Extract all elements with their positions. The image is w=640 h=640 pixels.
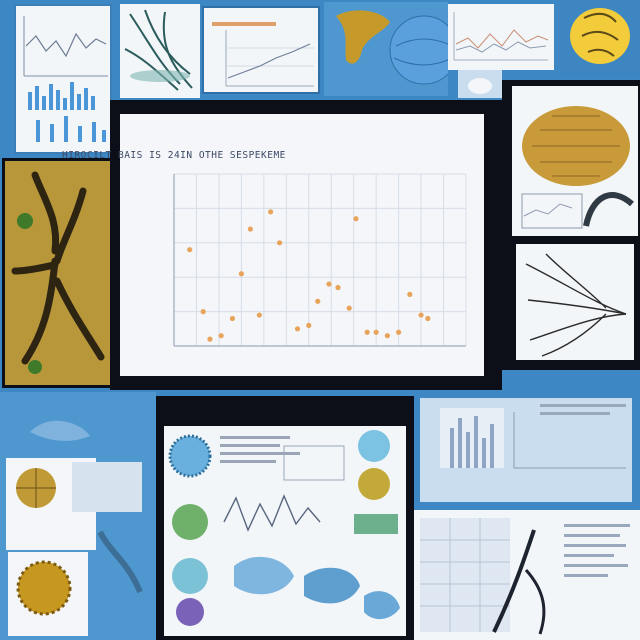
- bottom-right-chart-graphic: [440, 404, 626, 469]
- data-point: [238, 271, 244, 277]
- main-chart-frame: [110, 100, 502, 390]
- small-shell-graphic: [468, 78, 492, 94]
- data-point: [384, 333, 390, 339]
- data-point: [315, 298, 321, 304]
- thumb-strip-light: [458, 70, 502, 98]
- data-point: [407, 291, 413, 297]
- root-photo-graphic: [5, 161, 111, 385]
- data-point: [200, 309, 206, 315]
- bottom-right-document: [414, 510, 640, 640]
- bottom-mid-graphic: [168, 430, 400, 626]
- data-point: [218, 333, 224, 339]
- data-point: [207, 336, 213, 342]
- data-point: [353, 216, 359, 222]
- main-chart-title: HIROCILT BAIS IS 24IN OTHE SESPEKEME: [62, 150, 286, 161]
- thumb-line-chart-2-graphic: [212, 22, 314, 87]
- thumb-branch-drawing: [516, 244, 634, 360]
- main-scatter-chart: [173, 173, 467, 347]
- yellow-sketch-graphic: [570, 8, 630, 64]
- data-point: [425, 315, 431, 322]
- thumb-specimen-gold: [324, 2, 448, 96]
- thumb-seed-pod: [512, 86, 638, 236]
- thumb-line-chart-1-graphic: [23, 16, 108, 142]
- root-drawing-graphic: [124, 9, 193, 91]
- data-point: [306, 322, 312, 328]
- seed-pod-graphic: [521, 106, 635, 229]
- data-point: [396, 329, 402, 335]
- data-point: [256, 312, 262, 318]
- bottom-mid-poster: [164, 426, 406, 636]
- bottom-left-panel: [0, 392, 156, 640]
- data-point: [373, 329, 379, 335]
- bottom-right-document-graphic: [420, 518, 630, 635]
- thumb-line-chart-1: [14, 4, 112, 154]
- bottom-left-graphic: [6, 420, 143, 636]
- branch-drawing-graphic: [525, 253, 627, 357]
- data-point: [187, 247, 193, 253]
- bottom-right-chart: [420, 398, 632, 502]
- thumb-line-chart-2: [202, 6, 320, 94]
- data-point: [335, 284, 341, 291]
- data-point: [276, 240, 283, 246]
- gold-specimen-graphic: [336, 10, 448, 85]
- thumb-root-photo: [2, 158, 114, 388]
- data-point: [247, 226, 253, 232]
- data-point: [229, 315, 235, 322]
- data-point: [364, 329, 370, 335]
- data-point: [294, 326, 301, 332]
- data-point: [418, 312, 424, 318]
- data-point: [346, 305, 352, 311]
- data-point: [326, 281, 332, 287]
- main-chart-panel: [120, 114, 484, 376]
- thumb-line-chart-3: [448, 4, 554, 70]
- thumb-line-chart-3-graphic: [453, 12, 549, 61]
- thumb-root-drawing: [120, 4, 200, 98]
- data-point: [267, 209, 274, 215]
- thumb-yellow-sketch: [560, 0, 640, 76]
